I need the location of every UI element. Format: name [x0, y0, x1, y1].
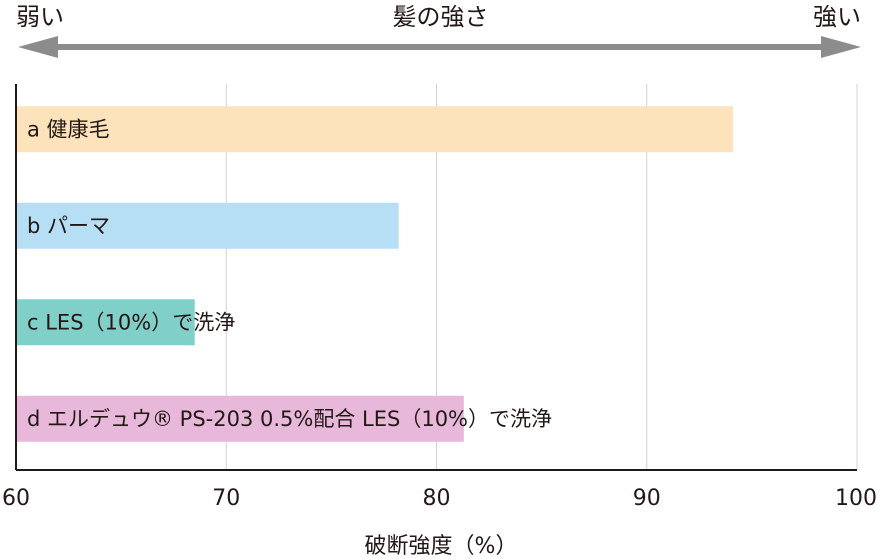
bar-label: b パーマ [27, 214, 110, 238]
arrow-right-head [821, 36, 861, 58]
x-tick-label: 60 [2, 486, 30, 511]
bar [16, 395, 464, 442]
x-axis-label: 破断強度（%） [365, 534, 518, 559]
x-tick-labels: 60 70 80 90 100 [2, 486, 877, 511]
strong-label: 強い [813, 3, 861, 31]
bar-label: d エルデュウ® PS-203 0.5%配合 LES（10%）で洗浄 [27, 407, 552, 431]
axes [15, 84, 857, 471]
bars: a 健康毛 b パーマ c LES（10%）で洗浄 d エルデュウ® PS-203 0… [16, 106, 733, 442]
x-tick-label: 100 [835, 486, 877, 511]
x-tick-label: 90 [633, 486, 661, 511]
arrow-left-head [18, 36, 58, 58]
weak-label: 弱い [16, 3, 64, 31]
bar-label: c LES（10%）で洗浄 [27, 310, 235, 334]
chart-title: 髪の強さ [392, 3, 489, 31]
bar [16, 299, 195, 346]
bar [16, 106, 733, 153]
x-tick-label: 70 [212, 486, 240, 511]
x-tick-label: 80 [423, 486, 451, 511]
strength-arrow [18, 36, 861, 58]
bar [16, 202, 399, 249]
bar-label: a 健康毛 [27, 117, 110, 141]
